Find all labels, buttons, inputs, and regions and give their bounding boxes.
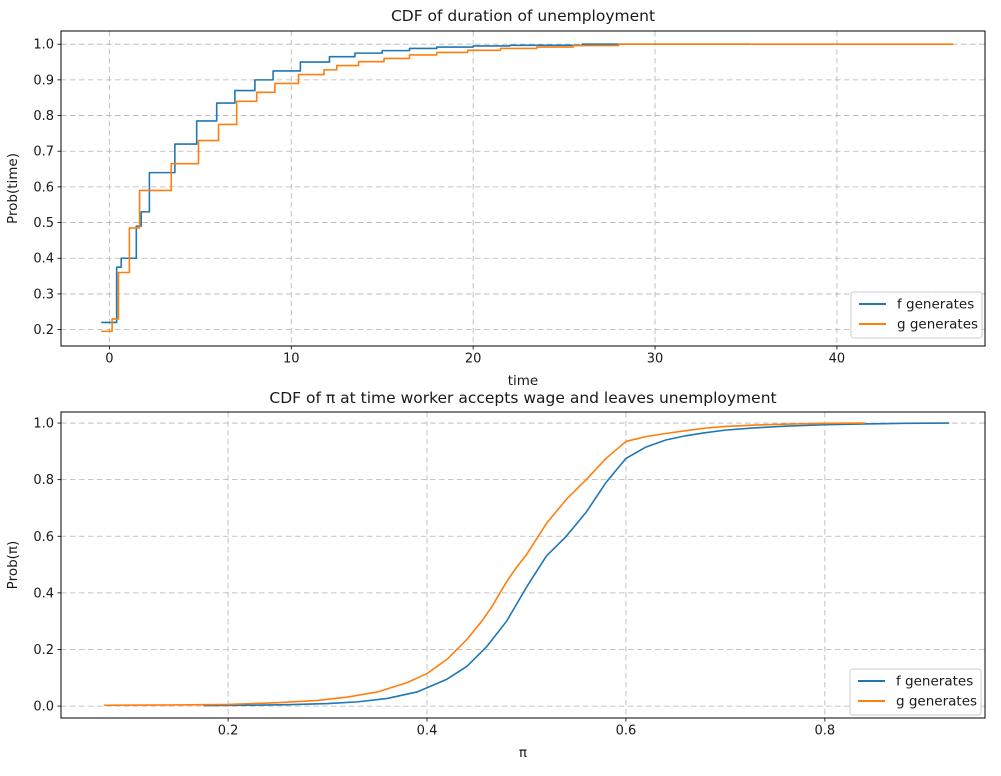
x-tick-label: 40 (829, 352, 846, 367)
y-axis-label-prob-pi: Prob(π) (5, 541, 21, 590)
legend-duration-cdf: f generates g generates (850, 291, 983, 339)
x-tick-label: 0 (105, 352, 113, 367)
series-line-f-generates (101, 43, 750, 324)
x-tick-label: 30 (647, 352, 664, 367)
y-tick-label: 0.3 (33, 287, 54, 302)
chart-title-pi: CDF of π at time worker accepts wage and… (269, 389, 776, 407)
y-tick-label: 0.9 (33, 73, 54, 88)
plot-area-duration-cdf: 0 10 20 30 40 0.2 0.3 0.4 0.5 0.6 0.7 0.8 0.9 1.0 (33, 30, 986, 367)
x-tick-label: 0.4 (417, 724, 438, 739)
y-tick-label: 0.7 (33, 145, 54, 160)
axes-spines (60, 30, 986, 347)
x-tick-label: 0.8 (815, 724, 836, 739)
x-tick-label: 0.2 (218, 724, 239, 739)
axes-spines (60, 411, 986, 719)
chart-title-duration: CDF of duration of unemployment (391, 7, 655, 25)
series-line-g-generates (101, 43, 954, 333)
x-tick-label: 10 (283, 352, 300, 367)
y-tick-label: 0.6 (33, 180, 54, 195)
y-tick-label: 0.6 (33, 530, 54, 545)
x-tick-label: 20 (465, 352, 482, 367)
series-line-g-generates (103, 422, 865, 707)
y-tick-label: 0.8 (33, 473, 54, 488)
y-tick-label: 1.0 (33, 417, 54, 432)
legend-label-f-generates: f generates (896, 674, 973, 690)
y-tick-label: 0.8 (33, 109, 54, 124)
y-axis-label-prob-time: Prob(time) (5, 153, 21, 224)
x-tick-label: 0.6 (616, 724, 637, 739)
y-tick-label: 0.4 (33, 586, 54, 601)
series-line-f-generates (203, 422, 950, 707)
y-tick-label: 0.5 (33, 216, 54, 231)
y-tick-label: 0.0 (33, 700, 54, 715)
y-tick-label: 0.2 (33, 323, 54, 338)
legend-pi-cdf: f generates g generates (849, 668, 982, 716)
y-tick-label: 0.2 (33, 643, 54, 658)
y-tick-label: 1.0 (33, 38, 54, 53)
plot-area-pi-cdf: 0.2 0.4 0.6 0.8 0.0 0.2 0.4 0.6 0.8 1.0 (33, 411, 986, 739)
y-tick-label: 0.4 (33, 252, 54, 267)
x-axis-label-time: time (508, 373, 539, 389)
legend-label-f-generates: f generates (897, 297, 974, 313)
x-axis-label-pi: π (519, 745, 527, 761)
legend-label-g-generates: g generates (896, 694, 977, 710)
legend-label-g-generates: g generates (897, 317, 978, 333)
